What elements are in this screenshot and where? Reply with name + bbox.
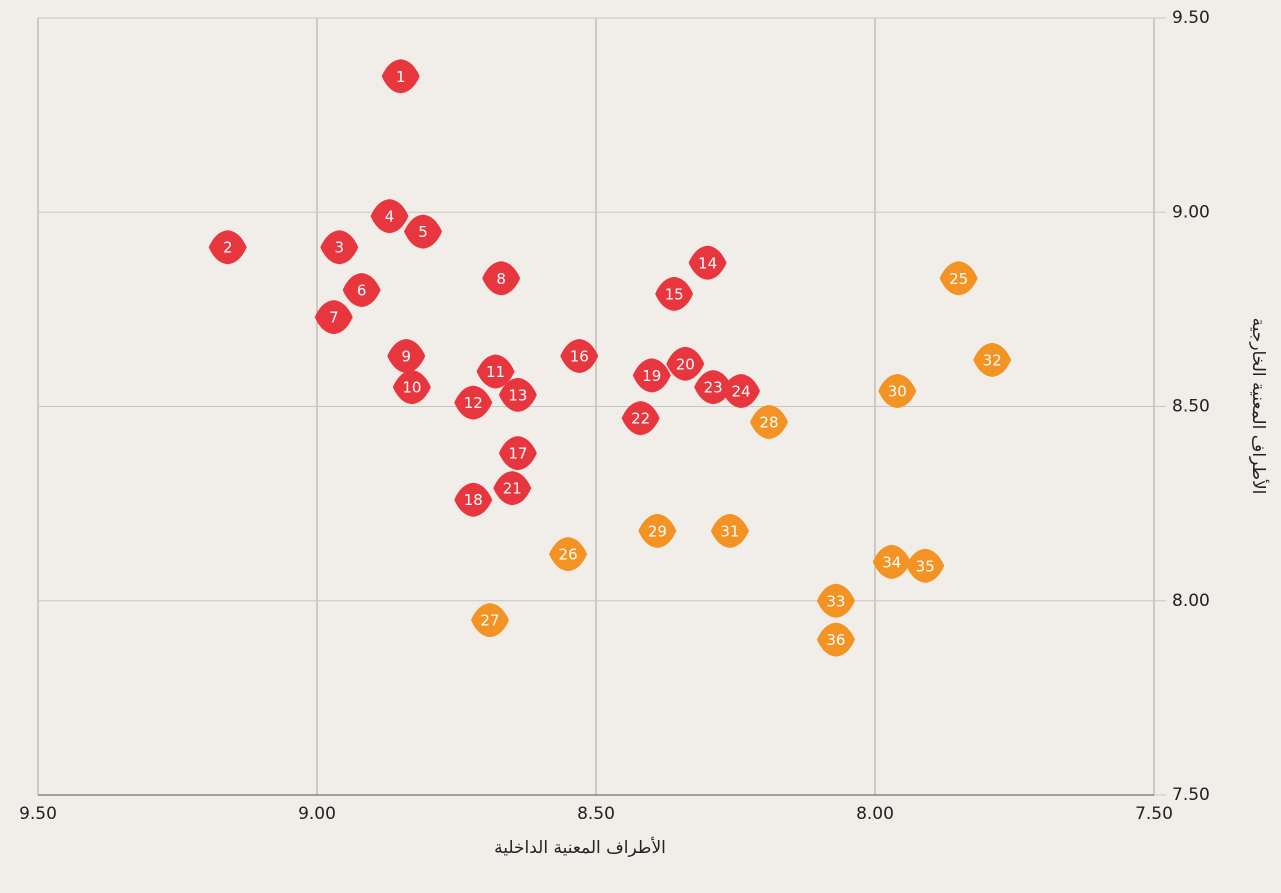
point (342, 272, 381, 307)
point-label: 32 (983, 351, 1002, 369)
point-label: 36 (826, 631, 845, 649)
point (694, 370, 733, 405)
point-label: 8 (496, 270, 506, 288)
y-tick-label: 8.50 (1172, 397, 1210, 417)
point-label: 1 (396, 68, 406, 86)
point-label: 7 (329, 309, 339, 327)
point (621, 401, 660, 436)
x-tick-label: 7.50 (1135, 804, 1173, 824)
point-label: 4 (385, 208, 395, 226)
point (370, 199, 409, 234)
point-label: 33 (826, 592, 845, 610)
point-label: 6 (357, 281, 367, 299)
point-label: 16 (570, 347, 589, 365)
point-label: 27 (480, 612, 499, 630)
point (482, 261, 521, 296)
x-tick-label: 9.50 (19, 804, 57, 824)
point (498, 377, 537, 412)
point-label: 13 (508, 386, 527, 404)
point-label: 20 (676, 355, 695, 373)
point-label: 34 (882, 553, 901, 571)
point (722, 373, 761, 408)
point (973, 342, 1012, 377)
point-label: 25 (949, 270, 968, 288)
point (710, 513, 749, 548)
point (816, 583, 855, 618)
point-label: 21 (503, 480, 522, 498)
point (939, 261, 978, 296)
point (560, 338, 599, 373)
point (476, 354, 515, 389)
point (878, 373, 917, 408)
point-label: 31 (720, 522, 739, 540)
x-tick-label: 8.00 (856, 804, 894, 824)
point (470, 603, 509, 638)
point (666, 346, 705, 381)
point (632, 358, 671, 393)
point (688, 245, 727, 280)
point-label: 17 (508, 445, 527, 463)
y-axis-title: الأطراف المعنية الخارجية (1248, 318, 1269, 495)
y-tick-label: 9.00 (1172, 202, 1210, 222)
point (387, 338, 426, 373)
point (498, 436, 537, 471)
point-label: 18 (464, 491, 483, 509)
point-label: 2 (223, 239, 233, 257)
point-label: 24 (732, 382, 751, 400)
point-label: 10 (402, 379, 421, 397)
point (638, 513, 677, 548)
point (906, 548, 945, 583)
x-axis-title: الأطراف المعنية الداخلية (494, 837, 666, 858)
point-label: 28 (759, 414, 778, 432)
y-tick-label: 8.00 (1172, 591, 1210, 611)
point (749, 405, 788, 440)
point (404, 214, 443, 249)
point-label: 12 (464, 394, 483, 412)
point-label: 11 (486, 363, 505, 381)
point-label: 3 (335, 239, 345, 257)
point-label: 35 (916, 557, 935, 575)
point-label: 23 (704, 379, 723, 397)
point-label: 26 (559, 546, 578, 564)
point (872, 544, 911, 579)
point-label: 5 (418, 223, 428, 241)
point (314, 300, 353, 335)
point (454, 385, 493, 420)
point-label: 30 (888, 382, 907, 400)
point (381, 59, 420, 94)
point-label: 29 (648, 522, 667, 540)
point (816, 622, 855, 657)
y-tick-label: 9.50 (1172, 8, 1210, 28)
point-label: 15 (665, 285, 684, 303)
point (320, 230, 359, 265)
point (454, 482, 493, 517)
point (208, 230, 247, 265)
point-label: 22 (631, 410, 650, 428)
point-label: 14 (698, 254, 717, 272)
y-tick-label: 7.50 (1172, 785, 1210, 805)
point-label: 19 (642, 367, 661, 385)
x-tick-label: 8.50 (577, 804, 615, 824)
point (549, 537, 588, 572)
x-tick-label: 9.00 (298, 804, 336, 824)
point (392, 370, 431, 405)
point (493, 471, 532, 506)
point-label: 9 (402, 347, 412, 365)
point (655, 276, 694, 311)
